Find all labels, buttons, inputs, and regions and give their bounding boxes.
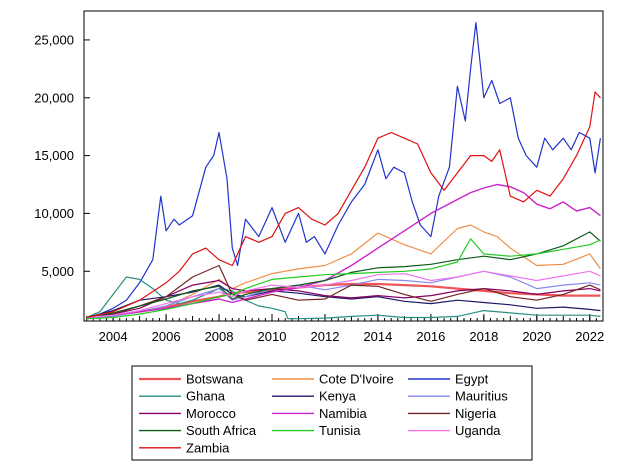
x-tick-label: 2018: [469, 329, 498, 344]
y-axis: 5,000 10,000 15,000 20,000 25,000: [34, 32, 90, 279]
x-tick-label: 2020: [522, 329, 551, 344]
legend: Botswana Cote D'Ivoire Egypt Ghana Kenya Maur…: [139, 372, 508, 455]
series-line-cote-d-ivoire: [86, 224, 601, 319]
legend-label: Uganda: [455, 423, 501, 438]
legend-label: South Africa: [186, 423, 257, 438]
legend-label: Nigeria: [455, 406, 497, 421]
series-lines: [86, 22, 601, 320]
legend-label: Zambia: [186, 440, 230, 455]
series-line-egypt: [86, 22, 601, 320]
y-tick-label: 10,000: [34, 206, 74, 221]
x-tick-label: 2016: [416, 329, 445, 344]
series-line-morocco: [86, 279, 601, 319]
x-tick-label: 2014: [363, 329, 392, 344]
series-line-nigeria: [86, 264, 601, 319]
legend-label: Botswana: [186, 372, 244, 387]
legend-label: Tunisia: [319, 423, 361, 438]
series-line-south-africa: [86, 231, 601, 319]
series-line-botswana: [86, 282, 601, 319]
series-line-mauritius: [86, 270, 601, 320]
y-tick-label: 25,000: [34, 32, 74, 47]
legend-label: Cote D'Ivoire: [319, 372, 394, 387]
series-line-namibia: [86, 183, 601, 319]
series-line-zambia: [86, 91, 601, 319]
series-line-uganda: [86, 270, 601, 319]
legend-label: Namibia: [319, 406, 367, 421]
x-tick-label: 2006: [152, 329, 181, 344]
legend-box: [131, 365, 533, 461]
series-line-ghana: [86, 276, 601, 320]
x-tick-label: 2022: [575, 329, 604, 344]
x-tick-label: 2004: [99, 329, 128, 344]
x-tick-label: 2012: [311, 329, 340, 344]
series-line-tunisia: [86, 238, 601, 320]
x-tick-label: 2008: [205, 329, 234, 344]
y-tick-label: 5,000: [41, 264, 74, 279]
legend-label: Morocco: [186, 406, 236, 421]
legend-label: Mauritius: [455, 389, 508, 404]
legend-label: Egypt: [455, 372, 489, 387]
y-tick-label: 20,000: [34, 90, 74, 105]
x-tick-label: 2010: [258, 329, 287, 344]
x-axis: 2004 2006 2008 2010 2012 2014 2016 2018 2020 2022: [86, 314, 604, 344]
legend-label: Ghana: [186, 389, 226, 404]
y-tick-label: 15,000: [34, 148, 74, 163]
legend-label: Kenya: [319, 389, 357, 404]
